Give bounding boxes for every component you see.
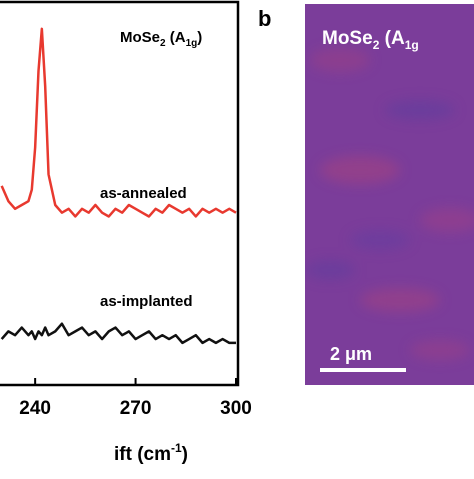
plot: as-annealed as-implanted 240 270 300 [0, 0, 252, 419]
panel-label: b [258, 6, 271, 31]
line [0, 322, 236, 345]
series-label: as-annealed [100, 185, 187, 202]
x-tick-label: 270 [120, 398, 152, 419]
series-label: as-implanted [100, 293, 193, 310]
line [0, 27, 237, 218]
series-group [0, 27, 237, 345]
annotation: MoSe2 (A1g) [120, 29, 202, 49]
map-image [305, 4, 474, 385]
x-axis-label: ift (cm-1) [114, 441, 188, 465]
axis-frame [0, 0, 240, 387]
scale-bar [320, 368, 406, 372]
x-tick-label: 240 [19, 398, 51, 419]
x-tick-label: 300 [220, 398, 252, 419]
map-title: MoSe2 (A1g [322, 28, 419, 52]
scale-bar-label: 2 μm [330, 344, 372, 364]
